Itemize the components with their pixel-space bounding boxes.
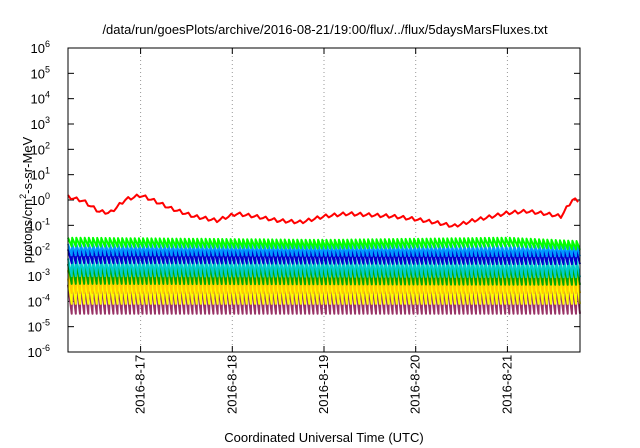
y-axis-label: protons/cm2-s-sr-MeV	[18, 136, 35, 263]
plot-frame	[67, 47, 581, 353]
y-tick-exp: 0	[45, 191, 50, 201]
y-tick-base: 10	[31, 168, 45, 183]
series-line	[67, 257, 581, 279]
y-tick-exp: 3	[45, 115, 50, 125]
y-tick-base: 10	[28, 345, 42, 360]
grid	[140, 48, 508, 352]
y-tick-label: 105	[31, 64, 50, 81]
series-line	[67, 236, 581, 251]
y-tick-base: 10	[28, 294, 42, 309]
y-tick-label: 10-1	[28, 216, 50, 233]
y-tick-exp: 1	[45, 166, 50, 176]
y-tick-exp: -4	[42, 292, 50, 302]
x-tick-label: 2016-8-19	[316, 355, 331, 414]
y-tick-exp: 4	[45, 90, 50, 100]
y-tick-exp: 6	[45, 39, 50, 49]
y-tick-base: 10	[28, 320, 42, 335]
y-tick-base: 10	[31, 66, 45, 81]
y-axis-label-base: protons/cm	[20, 199, 35, 263]
y-tick-exp: -6	[42, 343, 50, 353]
y-tick-label: 103	[31, 115, 50, 132]
y-tick-base: 10	[31, 117, 45, 132]
y-tick-base: 10	[31, 193, 45, 208]
y-tick-base: 10	[28, 269, 42, 284]
y-tick-base: 10	[28, 218, 42, 233]
chart-title: /data/run/goesPlots/archive/2016-08-21/1…	[102, 22, 548, 37]
y-axis-label-tail: -s-sr-MeV	[20, 136, 35, 193]
y-tick-exp: 2	[45, 140, 50, 150]
y-tick-base: 10	[28, 244, 42, 259]
y-tick-labels: 10-610-510-410-310-210-11001011021031041…	[28, 39, 50, 360]
y-tick-label: 101	[31, 166, 50, 183]
y-tick-exp: 5	[45, 64, 50, 74]
y-tick-label: 104	[31, 90, 50, 107]
y-tick-label: 10-3	[28, 267, 50, 284]
x-tick-label: 2016-8-20	[408, 355, 423, 414]
y-tick-label: 102	[31, 140, 50, 157]
y-tick-label: 10-4	[28, 292, 50, 309]
y-tick-label: 10-5	[28, 318, 50, 335]
y-tick-base: 10	[31, 41, 45, 56]
series-line	[67, 243, 581, 258]
y-tick-base: 10	[31, 92, 45, 107]
x-axis-label: Coordinated Universal Time (UTC)	[224, 430, 423, 445]
series-line	[67, 193, 579, 228]
series-layer	[67, 193, 581, 315]
y-tick-exp: -1	[42, 216, 50, 226]
y-tick-base: 10	[31, 142, 45, 157]
x-tick-label: 2016-8-18	[224, 355, 239, 414]
y-tick-exp: -3	[42, 267, 50, 277]
x-tick-labels: 2016-8-17 2016-8-18 2016-8-19 2016-8-20 2016…	[133, 355, 515, 414]
y-tick-label: 100	[31, 191, 50, 208]
y-tick-label: 106	[31, 39, 50, 56]
y-tick-exp: -5	[42, 318, 50, 328]
x-tick-label: 2016-8-21	[499, 355, 514, 414]
y-tick-exp: -2	[42, 242, 50, 252]
y-axis-label-exp: 2	[18, 194, 28, 199]
y-tick-label: 10-2	[28, 242, 50, 259]
x-tick-label: 2016-8-17	[133, 355, 148, 414]
y-tick-label: 10-6	[28, 343, 50, 360]
